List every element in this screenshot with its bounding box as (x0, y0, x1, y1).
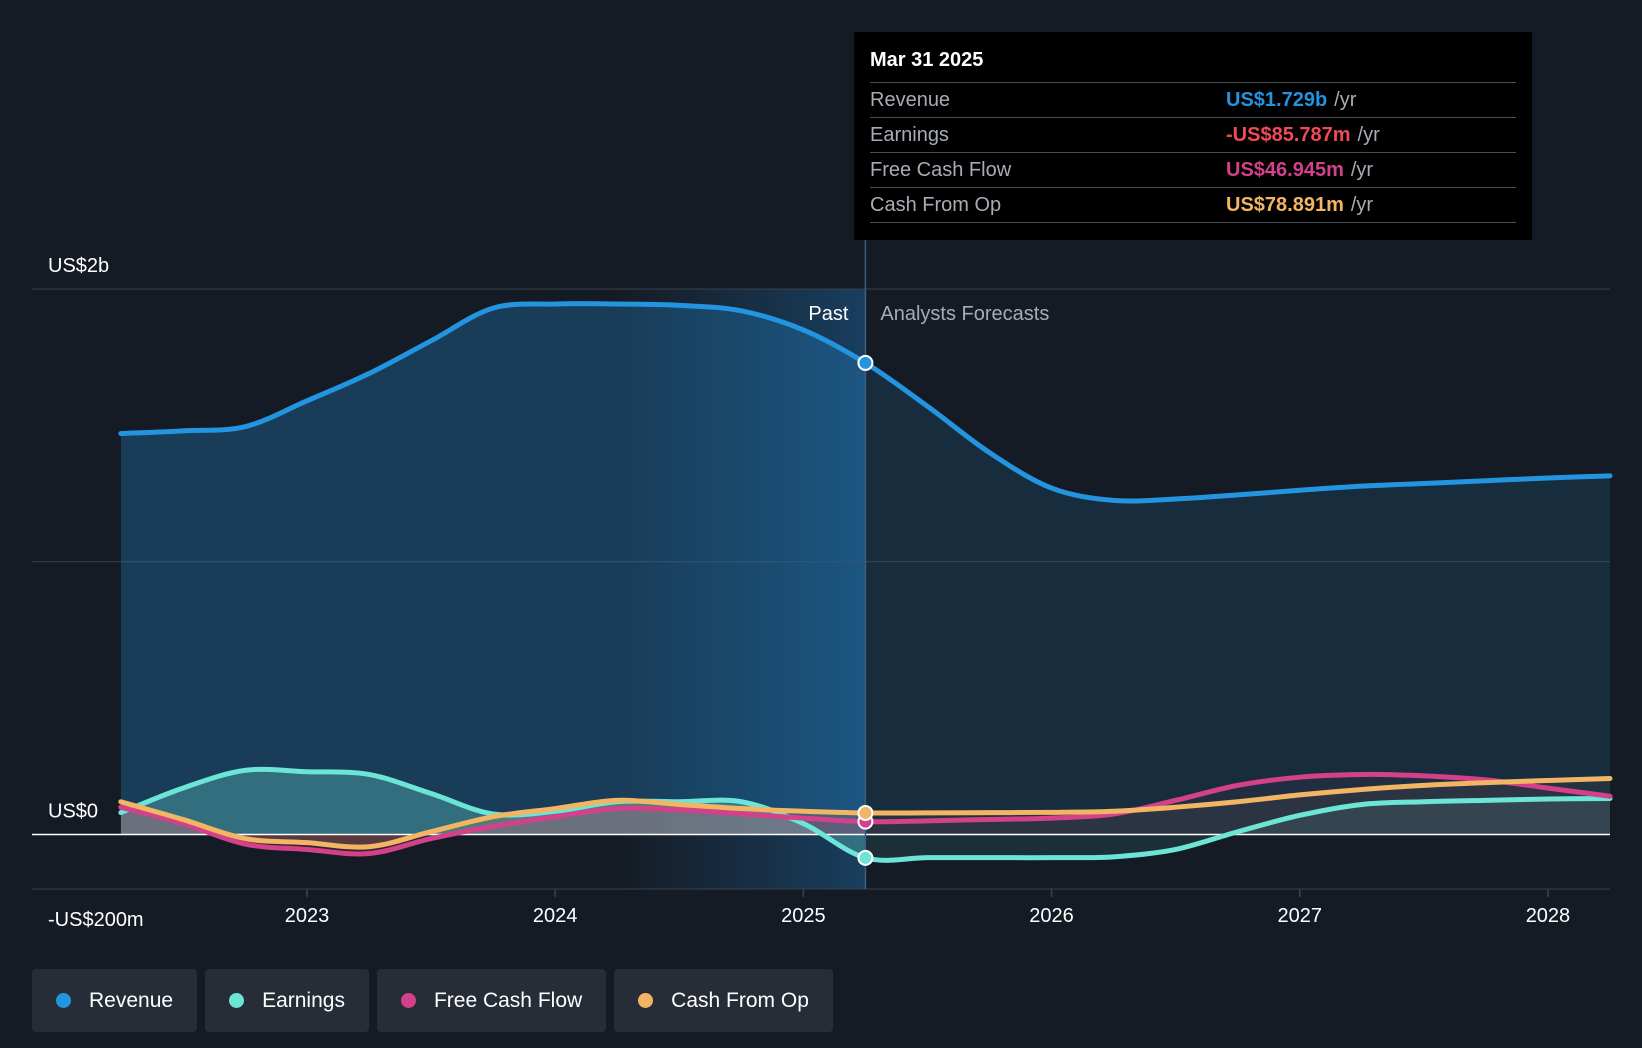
legend-label: Earnings (262, 988, 345, 1012)
x-tick-label: 2026 (1029, 905, 1074, 927)
past-label: Past (808, 303, 848, 325)
revenue-area-past (120, 303, 866, 835)
tooltip-value: -US$85.787m (1226, 124, 1351, 146)
x-tick-label: 2027 (1278, 905, 1323, 927)
tooltip-value: US$78.891m (1226, 194, 1344, 216)
y-axis-label: -US$200m (48, 909, 144, 931)
tooltip-label: Revenue (870, 89, 951, 111)
past-highlight-band (617, 289, 866, 889)
legend-dot-icon (56, 993, 71, 1008)
tooltip-value: US$46.945m (1226, 159, 1344, 181)
tooltip-label: Free Cash Flow (870, 159, 1012, 181)
tooltip-row-earnings: Earnings -US$85.787m /yr (870, 118, 1516, 153)
revenue-area-forecast (865, 362, 1610, 835)
legend-label: Free Cash Flow (433, 988, 583, 1012)
earnings-area-past (120, 769, 866, 858)
tooltip-date: Mar 31 2025 (870, 46, 1516, 83)
x-tick-label: 2025 (781, 905, 826, 927)
legend-item-revenue[interactable]: Revenue (32, 969, 198, 1032)
x-tick-label: 2023 (285, 905, 330, 927)
legend-dot-icon (400, 993, 416, 1008)
tooltip-row-free-cash-flow: Free Cash Flow US$46.945m /yr (870, 153, 1516, 188)
legend-item-earnings[interactable]: Earnings (205, 969, 369, 1032)
tooltip-value: US$1.729b (1226, 89, 1328, 111)
x-tick-label: 2028 (1526, 905, 1571, 927)
tooltip-unit: /yr (1334, 89, 1357, 111)
legend-label: Revenue (89, 988, 174, 1012)
legend-item-free-cash-flow[interactable]: Free Cash Flow (376, 969, 607, 1032)
legend-dot-icon (638, 993, 654, 1008)
legend: Revenue Earnings Free Cash Flow Cash Fro… (32, 969, 833, 1032)
tooltip-unit: /yr (1350, 159, 1374, 181)
y-axis-label: US$2b (48, 255, 109, 277)
tooltip-unit: /yr (1357, 124, 1380, 146)
y-axis-label: US$0 (48, 800, 98, 822)
legend-label: Cash From Op (671, 988, 809, 1012)
legend-dot-icon (229, 993, 245, 1008)
tooltip-label: Cash From Op (870, 194, 1002, 216)
legend-item-cash-from-op[interactable]: Cash From Op (614, 969, 833, 1032)
forecast-label: Analysts Forecasts (880, 303, 1049, 325)
tooltip-row-revenue: Revenue US$1.729b /yr (870, 83, 1516, 118)
x-tick-label: 2024 (533, 905, 578, 927)
earnings-marker (857, 849, 874, 866)
earnings-area-forecast (865, 798, 1610, 861)
tooltip-row-cash-from-op: Cash From Op US$78.891m /yr (870, 188, 1516, 223)
revenue-marker (857, 354, 874, 371)
tooltip: Mar 31 2025 Revenue US$1.729b /yr Earnin… (854, 32, 1532, 240)
tooltip-unit: /yr (1350, 194, 1374, 216)
tooltip-label: Earnings (870, 124, 949, 146)
cfo-marker (857, 804, 874, 821)
